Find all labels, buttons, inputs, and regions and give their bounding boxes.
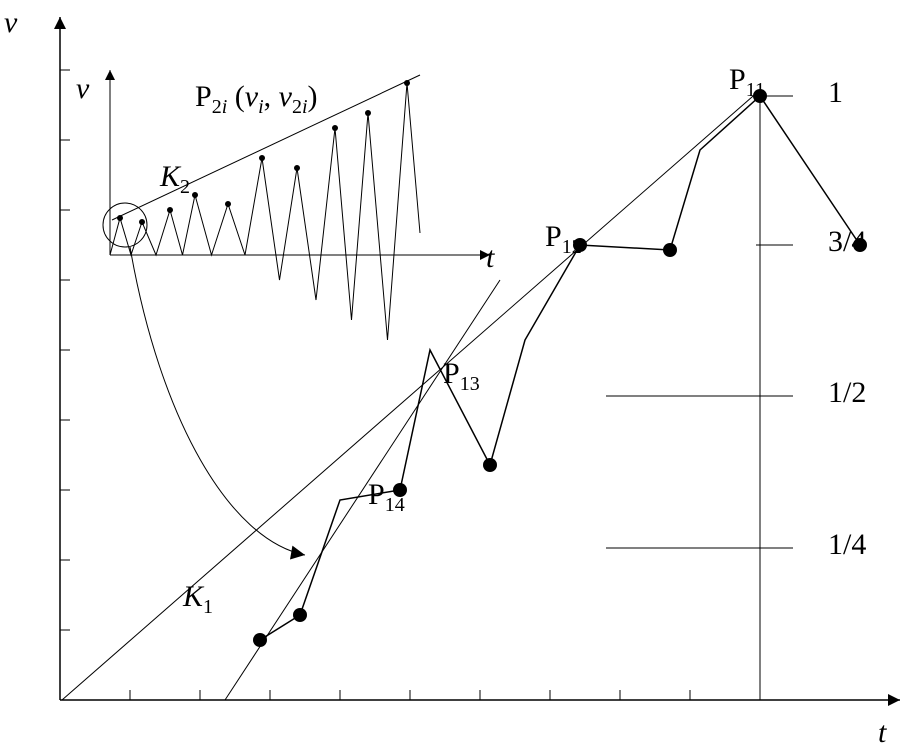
callout-arrow <box>130 247 305 555</box>
main-dot-1 <box>293 608 307 622</box>
inset-zigzag <box>110 83 420 340</box>
point-label-11: P11 <box>729 63 765 102</box>
inset-peak-dot-1 <box>139 219 145 225</box>
main-dot-0 <box>253 633 267 647</box>
main-zigzag <box>260 96 860 640</box>
diagram-canvas: t v 1 3/4 1/2 1/4 P11 P12 P13 P14 K1 v t K2 P2i (vi, v… <box>0 0 920 751</box>
point-label-14: P14 <box>368 478 405 517</box>
inset-peak-dot-3 <box>192 192 198 198</box>
y-right-label-3: 1/4 <box>828 528 866 562</box>
p2i-label: P2i (vi, v2i) <box>195 80 318 119</box>
k2-label: K2 <box>160 160 190 199</box>
inset-x-label: t <box>486 241 494 275</box>
inset-peak-dot-7 <box>332 125 338 131</box>
point-label-12: P12 <box>545 220 582 259</box>
inset-peak-dot-0 <box>117 215 123 221</box>
inset-peak-dot-2 <box>167 207 173 213</box>
y-right-label-1: 3/4 <box>828 225 866 259</box>
point-label-13: P13 <box>443 357 480 396</box>
k1-label: K1 <box>183 580 213 619</box>
y-right-label-2: 1/2 <box>828 376 866 410</box>
main-dot-3 <box>483 458 497 472</box>
inset-peak-dot-6 <box>294 165 300 171</box>
inset-peak-dot-4 <box>225 201 231 207</box>
inset-peak-dot-8 <box>365 110 371 116</box>
main-dot-5 <box>663 243 677 257</box>
inset-peak-dot-5 <box>259 155 265 161</box>
inset-peak-dot-9 <box>404 80 410 86</box>
y-right-label-0: 1 <box>828 76 843 110</box>
main-x-label: t <box>878 716 886 750</box>
main-y-label: v <box>4 6 17 40</box>
inset-y-label: v <box>76 72 89 106</box>
